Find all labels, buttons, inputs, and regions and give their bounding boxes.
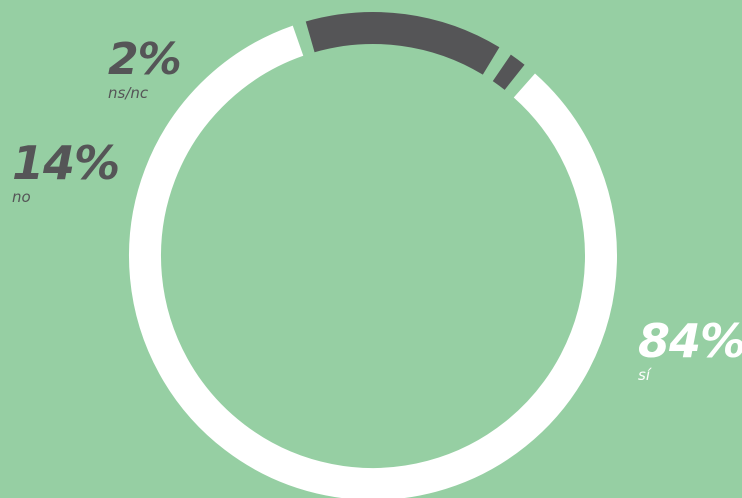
label-no: 14% no [12,136,120,206]
label-ns-nc: 2% ns/nc [108,34,182,102]
donut-slice-no [305,12,500,75]
cat-ns-nc: ns/nc [108,84,149,102]
pct-si: 84% [638,314,742,368]
donut-slice-s- [129,25,617,498]
cat-si: sí [638,366,650,384]
cat-no: no [12,188,31,206]
pct-no: 14% [12,136,120,190]
pct-ns-nc: 2% [108,34,182,85]
donut-slice-ns-nc [492,54,525,90]
label-si: 84% sí [638,318,742,383]
